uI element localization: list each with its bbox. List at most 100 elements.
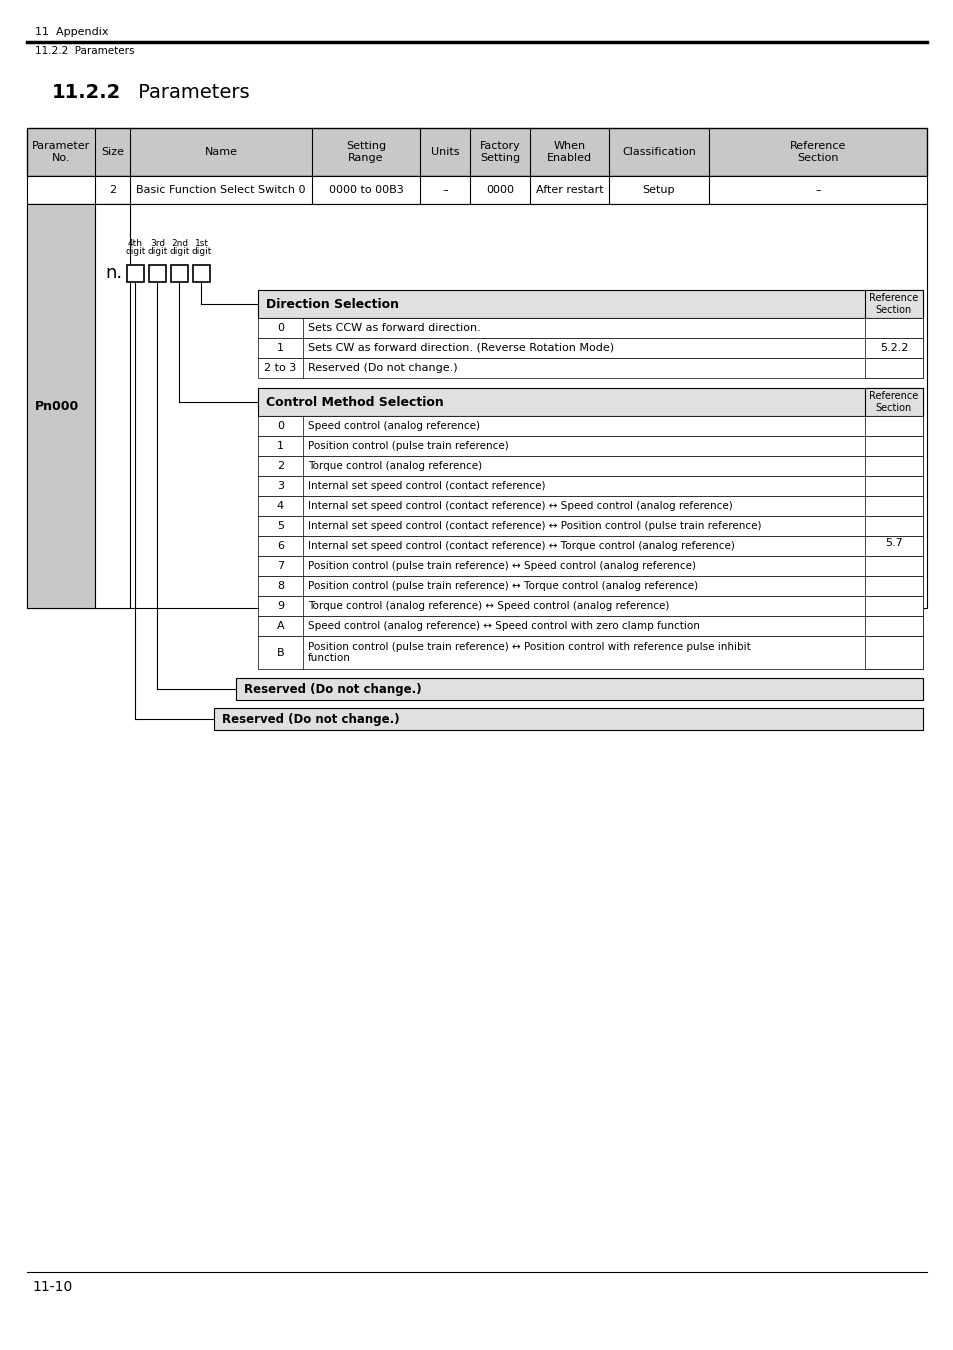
Text: Torque control (analog reference): Torque control (analog reference) [308,460,481,471]
Text: Position control (pulse train reference) ↔ Speed control (analog reference): Position control (pulse train reference)… [308,562,696,571]
Bar [127,265,144,282]
Bar [864,290,923,319]
Text: Reference
Section: Reference Section [789,142,845,163]
Text: Setup: Setup [642,185,675,194]
Text: 3: 3 [276,481,284,491]
Text: After restart: After restart [536,185,602,194]
Text: Speed control (analog reference) ↔ Speed control with zero clamp function: Speed control (analog reference) ↔ Speed… [308,621,700,630]
Text: Reference
Section: Reference Section [868,392,918,413]
Bar [864,456,923,477]
Bar [864,636,923,670]
Bar [213,707,923,730]
Bar [864,477,923,495]
Text: 5: 5 [276,521,284,531]
Bar [864,516,923,536]
Text: When
Enabled: When Enabled [546,142,592,163]
Bar [864,387,923,416]
Bar [257,387,923,416]
Text: Basic Function Select Switch 0: Basic Function Select Switch 0 [136,185,305,194]
Bar [864,436,923,456]
Bar [27,176,926,204]
Bar [257,358,923,378]
Text: Position control (pulse train reference) ↔ Torque control (analog reference): Position control (pulse train reference)… [308,580,698,591]
Bar [864,358,923,378]
Text: digit: digit [192,247,212,256]
Bar [864,495,923,516]
Text: 11.2.2: 11.2.2 [52,82,121,101]
Text: Name: Name [204,147,237,157]
Text: 2: 2 [276,460,284,471]
Bar [257,616,923,636]
Text: 1: 1 [276,343,284,352]
Text: B: B [276,648,284,657]
Text: 2 to 3: 2 to 3 [264,363,296,373]
Text: Pn000: Pn000 [35,400,79,413]
Text: 4: 4 [276,501,284,512]
Text: 6: 6 [276,541,284,551]
Bar [864,319,923,338]
Text: digit: digit [169,247,190,256]
Text: Reference
Section: Reference Section [868,293,918,315]
Bar [27,204,95,608]
Text: –: – [442,185,447,194]
Text: Sets CCW as forward direction.: Sets CCW as forward direction. [308,323,480,333]
Text: Units: Units [431,147,458,157]
Text: 1: 1 [276,441,284,451]
Text: 4th: 4th [128,239,143,247]
Text: Reserved (Do not change.): Reserved (Do not change.) [222,713,399,725]
Bar [95,204,130,608]
Text: digit: digit [125,247,146,256]
Text: A: A [276,621,284,630]
Bar [149,265,166,282]
Text: 5.7: 5.7 [884,537,902,548]
Bar [864,576,923,595]
Text: 0000 to 00B3: 0000 to 00B3 [328,185,403,194]
Bar [864,416,923,436]
Text: Internal set speed control (contact reference) ↔ Speed control (analog reference: Internal set speed control (contact refe… [308,501,732,512]
Text: 2: 2 [109,185,116,194]
Text: 3rd: 3rd [150,239,165,247]
Text: 9: 9 [276,601,284,612]
Bar [27,128,926,176]
Text: Classification: Classification [621,147,695,157]
Text: 11  Appendix: 11 Appendix [35,27,109,36]
Bar [193,265,210,282]
Text: Position control (pulse train reference): Position control (pulse train reference) [308,441,508,451]
Bar [257,290,923,319]
Text: –: – [814,185,820,194]
Text: 2nd: 2nd [171,239,188,247]
Bar [257,436,923,456]
Bar [257,595,923,616]
Bar [257,636,923,670]
Bar [864,338,923,358]
Text: Setting
Range: Setting Range [346,142,386,163]
Text: 7: 7 [276,562,284,571]
Bar [257,556,923,576]
Text: Internal set speed control (contact reference) ↔ Torque control (analog referenc: Internal set speed control (contact refe… [308,541,734,551]
Text: digit: digit [147,247,168,256]
Bar [171,265,188,282]
Text: 5.2.2: 5.2.2 [879,343,907,352]
Text: Parameters: Parameters [132,82,250,101]
Text: Sets CW as forward direction. (Reverse Rotation Mode): Sets CW as forward direction. (Reverse R… [308,343,614,352]
Text: 11-10: 11-10 [32,1280,72,1295]
Text: 0000: 0000 [485,185,514,194]
Text: Control Method Selection: Control Method Selection [266,396,443,409]
Bar [864,595,923,616]
Text: Direction Selection: Direction Selection [266,297,398,310]
Text: Reserved (Do not change.): Reserved (Do not change.) [308,363,457,373]
Bar [864,616,923,636]
Bar [257,576,923,595]
Text: 11.2.2  Parameters: 11.2.2 Parameters [35,46,134,55]
Bar [257,495,923,516]
Text: 1st: 1st [194,239,209,247]
Bar [257,338,923,358]
Bar [257,516,923,536]
Bar [257,319,923,338]
Text: Parameter
No.: Parameter No. [31,142,90,163]
Bar [864,536,923,556]
Bar [864,556,923,576]
Text: Reserved (Do not change.): Reserved (Do not change.) [244,683,421,695]
Text: Torque control (analog reference) ↔ Speed control (analog reference): Torque control (analog reference) ↔ Spee… [308,601,669,612]
Text: n.: n. [105,265,122,282]
